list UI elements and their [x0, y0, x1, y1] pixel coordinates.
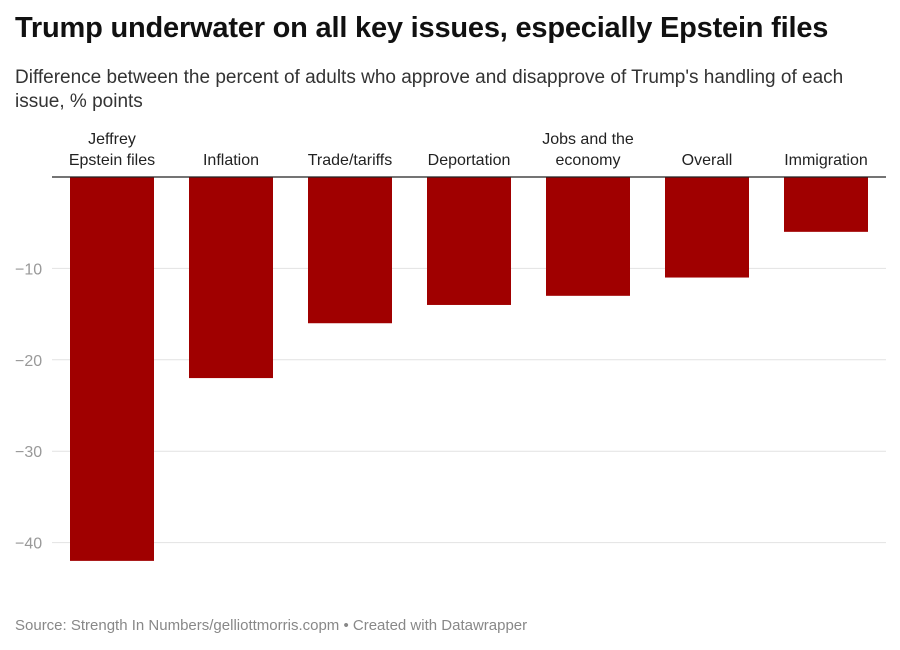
category-label: Jeffrey: [88, 131, 136, 148]
bar: [308, 177, 392, 324]
source-note: Source: Strength In Numbers/gelliottmorr…: [15, 617, 340, 634]
y-tick-label: −40: [15, 536, 42, 553]
y-tick-label: −20: [15, 353, 42, 370]
category-label: Deportation: [428, 152, 511, 169]
category-label: Overall: [682, 152, 733, 169]
category-label: Inflation: [203, 152, 259, 169]
category-label: economy: [556, 152, 621, 169]
category-label: Jobs and the: [542, 131, 634, 148]
chart-subtitle: Difference between the percent of adults…: [15, 67, 844, 112]
bar: [189, 177, 273, 379]
category-labels: Jeffrey Epstein files Inflation Trade/tarif…: [69, 131, 868, 169]
bar: [546, 177, 630, 296]
gridlines: −10 −20 −30 −40: [15, 261, 886, 553]
footer: Source: Strength In Numbers/gelliottmorr…: [15, 617, 527, 634]
bar: [70, 177, 154, 561]
y-tick-label: −30: [15, 444, 42, 461]
bar: [784, 177, 868, 232]
bars: [70, 177, 868, 561]
bar: [427, 177, 511, 305]
category-label: Trade/tariffs: [308, 152, 392, 169]
chart-title: Trump underwater on all key issues, espe…: [15, 12, 829, 44]
credit-note: Created with Datawrapper: [352, 617, 528, 634]
footer-separator: •: [339, 617, 353, 634]
bar: [665, 177, 749, 278]
category-label: Immigration: [784, 152, 868, 169]
category-label: Epstein files: [69, 152, 155, 169]
y-tick-label: −10: [15, 261, 42, 278]
